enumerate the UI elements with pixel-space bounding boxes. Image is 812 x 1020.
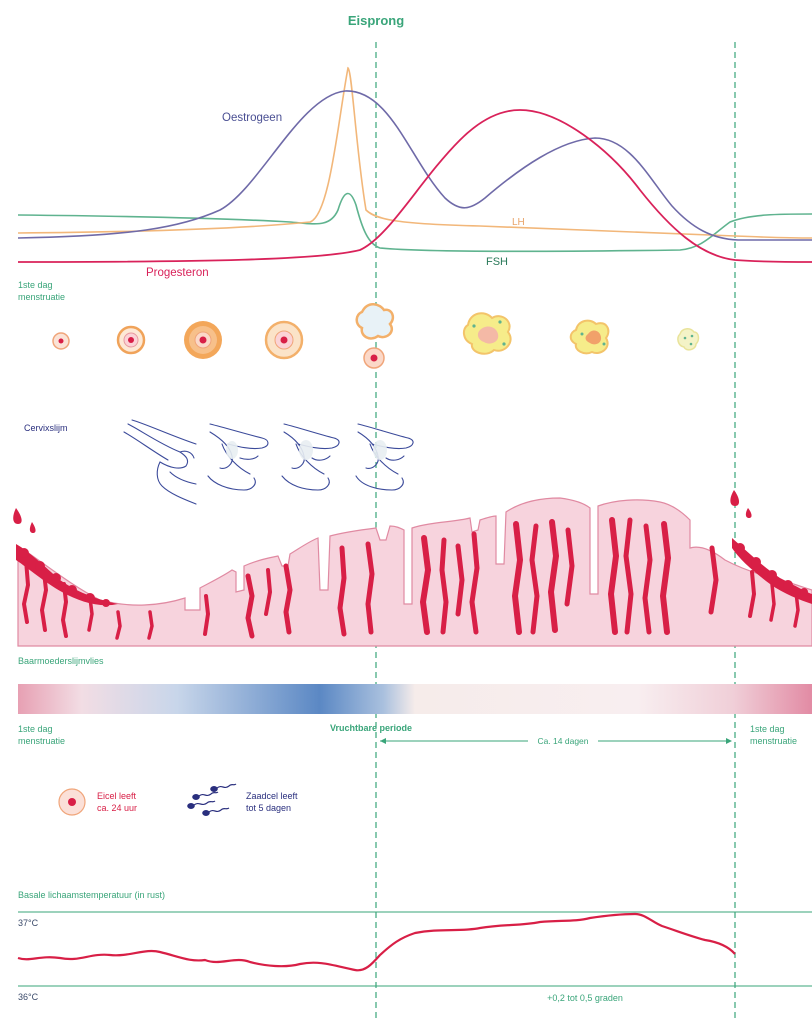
fourteen-days-label: Ca. 14 dagen (537, 736, 588, 746)
fertility-gradient-bar (18, 684, 812, 714)
first-day-top-line1: 1ste dag (18, 280, 53, 290)
cervix-label: Cervixslijm (24, 423, 68, 433)
corpus-luteum-icon (569, 319, 610, 355)
cervical-mucus-drops (226, 440, 387, 460)
progesteron-curve (17, 109, 812, 263)
lh-curve (17, 66, 812, 239)
lh-label: LH (512, 217, 525, 228)
fsh-curve (17, 192, 812, 253)
ruptured-follicle-icon (355, 303, 395, 369)
first-day-left-line2: menstruatie (18, 736, 65, 746)
corpus-albicans-icon (677, 328, 700, 351)
oestrogeen-label: Oestrogeen (222, 112, 282, 124)
follicle-icon (184, 321, 222, 359)
follicle-icon (116, 325, 146, 355)
endometrium-tissue (17, 497, 812, 647)
sperm-legend-icon (187, 783, 237, 816)
temperature-curve (17, 912, 736, 972)
follicle-row (52, 303, 700, 369)
hand-icon (123, 419, 197, 505)
sperm-legend-line2: tot 5 dagen (246, 803, 291, 813)
fsh-label: FSH (486, 256, 508, 268)
ovulation-title: Eisprong (348, 13, 404, 28)
follicle-icon (52, 332, 70, 350)
follicle-icon (264, 320, 304, 360)
temperature-high-label: 37°C (18, 918, 39, 928)
temperature-delta-label: +0,2 tot 0,5 graden (547, 993, 623, 1003)
endometrium (13, 490, 812, 647)
progesteron-label: Progesteron (146, 267, 209, 279)
sperm-legend-line1: Zaadcel leeft (246, 791, 298, 801)
first-day-right-line1: 1ste dag (750, 724, 785, 734)
hand-icon (207, 423, 269, 491)
temperature-low-label: 36°C (18, 992, 39, 1002)
egg-legend-line2: ca. 24 uur (97, 803, 137, 813)
first-day-left-line1: 1ste dag (18, 724, 53, 734)
menstrual-blood (16, 538, 812, 607)
egg-legend-icon (58, 788, 86, 816)
egg-legend-line1: Eicel leeft (97, 791, 137, 801)
temperature-title: Basale lichaamstemperatuur (in rust) (18, 890, 165, 900)
endometrium-label: Baarmoederslijmvlies (18, 656, 104, 666)
oestrogeen-curve (17, 90, 812, 241)
fertile-period-label: Vruchtbare periode (330, 723, 412, 733)
cervical-mucus-hands (123, 419, 414, 505)
first-day-top-line2: menstruatie (18, 292, 65, 302)
fourteen-days-arrow (380, 738, 732, 744)
first-day-right-line2: menstruatie (750, 736, 797, 746)
corpus-luteum-icon (462, 312, 512, 355)
blood-drop-icons (13, 490, 752, 533)
